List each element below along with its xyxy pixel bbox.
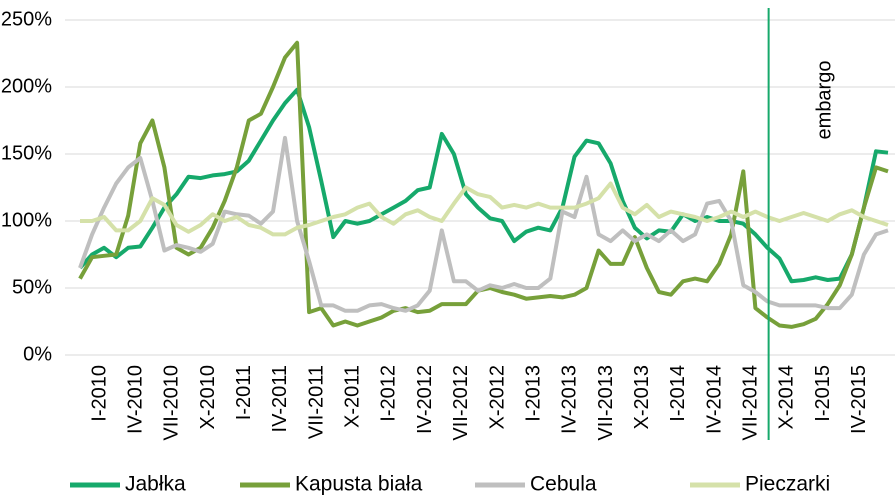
y-tick-label: 100%	[1, 209, 52, 231]
x-tick-label: VII-2014	[740, 365, 762, 441]
annotation: embargo	[813, 61, 835, 140]
x-tick-label: X-2010	[197, 365, 219, 430]
x-tick-label: X-2014	[776, 365, 798, 430]
x-tick-label: VII-2010	[161, 365, 183, 441]
legend-label: Jabłka	[125, 473, 186, 496]
series-line	[78, 40, 889, 329]
x-tick-label: I-2014	[667, 365, 689, 422]
y-tick-label: 150%	[1, 142, 52, 164]
x-tick-label: X-2012	[486, 365, 508, 430]
series-line	[80, 181, 889, 237]
x-tick-label: I-2013	[522, 365, 544, 422]
series-line	[78, 87, 889, 284]
x-tick-label: VII-2012	[450, 365, 472, 441]
x-tick-label: I-2012	[378, 365, 400, 422]
legend-label: Pieczarki	[745, 473, 830, 496]
x-tick-label: IV-2012	[414, 365, 436, 434]
x-tick-label: VII-2013	[595, 365, 617, 441]
legend-label: Kapusta biała	[295, 473, 423, 496]
x-tick-label: IV-2011	[269, 365, 291, 432]
x-tick-label: IV-2013	[559, 365, 581, 434]
x-tick-label: I-2015	[812, 365, 834, 422]
x-tick-label: IV-2010	[124, 365, 146, 434]
x-tick-label: VII-2011	[305, 365, 327, 439]
x-tick-label: I-2010	[88, 365, 110, 422]
y-tick-label: 200%	[1, 75, 52, 97]
y-tick-label: 250%	[1, 8, 52, 30]
x-tick-label: IV-2014	[703, 365, 725, 434]
x-tick-label: IV-2015	[848, 365, 870, 434]
series-line	[78, 135, 889, 313]
y-tick-label: 0%	[23, 343, 52, 365]
y-tick-label: 50%	[12, 276, 52, 298]
x-tick-label: I-2011	[233, 365, 255, 420]
legend-label: Cebula	[530, 473, 597, 496]
x-tick-label: X-2013	[631, 365, 653, 430]
x-tick-label: X-2011	[342, 365, 364, 428]
